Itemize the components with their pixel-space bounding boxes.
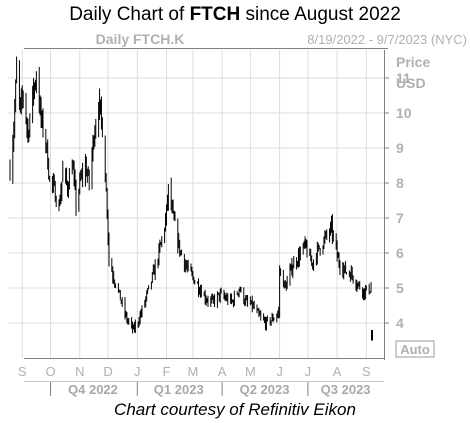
auto-button-frame: [395, 340, 435, 358]
instrument-label: Daily FTCH.K: [96, 31, 185, 47]
x-tick-label: F: [163, 364, 171, 379]
title-prefix: Daily Chart of: [69, 4, 190, 25]
y-tick-label: 7: [396, 210, 404, 226]
y-tick-label: 9: [396, 140, 404, 156]
quarter-label: Q4 2022: [68, 382, 118, 397]
y-tick-label: 11: [396, 70, 411, 86]
date-range-label: 8/19/2022 - 9/7/2023 (NYC): [307, 32, 467, 47]
x-tick-label: J: [134, 364, 141, 379]
x-tick-label: O: [45, 364, 55, 379]
quarter-label: Q3 2023: [321, 382, 371, 397]
x-tick-label: A: [218, 364, 227, 379]
x-tick-label: M: [187, 364, 198, 379]
y-axis-label-line2: USD: [396, 75, 426, 91]
y-tick-label: 6: [396, 245, 404, 261]
x-tick-label: N: [75, 364, 84, 379]
chart-credit: Chart courtesy of Refinitiv Eikon: [114, 400, 356, 419]
y-tick-label: 5: [396, 280, 404, 296]
title-suffix: since August 2022: [240, 4, 401, 25]
x-tick-label: J: [276, 364, 283, 379]
y-tick-label: 8: [396, 175, 404, 191]
quarter-label: Q1 2023: [154, 382, 204, 397]
title-ticker: FTCH: [189, 4, 241, 25]
candles: [9, 56, 373, 341]
auto-button-label: Auto: [400, 342, 430, 357]
x-tick-label: M: [245, 364, 256, 379]
x-tick-label: A: [333, 364, 342, 379]
chart-title: Daily Chart of FTCH since August 2022: [0, 4, 470, 26]
price-chart: Daily FTCH.K 8/19/2022 - 9/7/2023 (NYC) 4 5…: [8, 31, 467, 397]
y-axis-label-line1: Price: [396, 54, 430, 70]
quarter-label: Q2 2023: [240, 382, 290, 397]
x-tick-label: S: [362, 364, 371, 379]
y-tick-label: 10: [396, 105, 412, 121]
x-tick-label: S: [18, 364, 27, 379]
x-tick-label: D: [103, 364, 112, 379]
auto-button[interactable]: Auto: [395, 340, 435, 358]
y-tick-label: 4: [396, 315, 404, 331]
x-tick-label: J: [305, 364, 312, 379]
